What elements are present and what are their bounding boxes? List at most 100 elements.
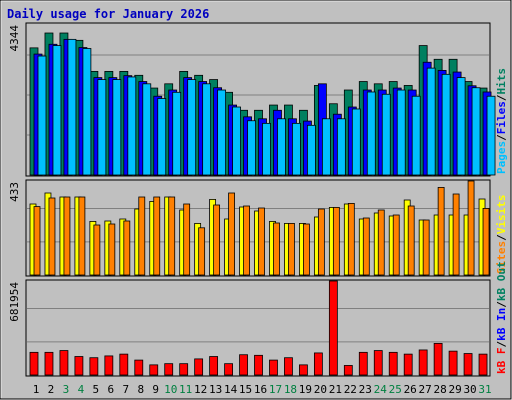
bar [381, 93, 391, 176]
bar [478, 353, 488, 376]
bar [358, 351, 368, 376]
bar [89, 357, 99, 376]
bar [321, 118, 331, 176]
bar [437, 186, 445, 276]
x-tick-label: 28 [434, 383, 447, 396]
bar [362, 217, 370, 276]
bar [392, 214, 400, 276]
bar [467, 180, 475, 276]
x-tick-label: 19 [299, 383, 312, 396]
bar [303, 223, 310, 276]
chart-title: Daily usage for January 2026 [7, 7, 209, 21]
legend-separator: / [495, 301, 508, 308]
bar [202, 83, 212, 176]
legend-item: Files [495, 101, 508, 134]
bar [277, 118, 286, 176]
bar [273, 222, 280, 276]
bar [108, 223, 116, 276]
x-tick-label: 21 [329, 383, 342, 396]
bar [411, 95, 421, 176]
legend-separator: / [495, 234, 508, 241]
bar [63, 196, 71, 276]
bar [433, 342, 443, 376]
bar [269, 359, 278, 376]
panel-middle: 433 Sites/Visits [8, 179, 508, 277]
x-tick-label: 3 [63, 383, 70, 396]
bar [127, 76, 137, 176]
bar [452, 193, 460, 276]
bar [138, 196, 146, 276]
bar [232, 106, 241, 176]
bar [366, 91, 376, 176]
bar [213, 204, 221, 276]
bar [328, 280, 338, 376]
bar [347, 202, 355, 276]
bar [471, 87, 481, 176]
bar [164, 363, 174, 376]
bar [33, 206, 41, 276]
x-tick-label: 18 [284, 383, 297, 396]
bar [74, 356, 84, 376]
x-tick-label: 7 [122, 383, 129, 396]
bar [388, 351, 398, 376]
bar [67, 38, 77, 176]
bar [422, 219, 430, 276]
bar [258, 207, 265, 276]
bar [228, 192, 235, 276]
bar [153, 196, 161, 276]
bar [463, 353, 473, 376]
bar [119, 353, 129, 376]
bar [262, 122, 271, 176]
bar [44, 351, 54, 376]
bar [403, 353, 413, 376]
x-tick-label: 30 [463, 383, 476, 396]
bar [239, 354, 248, 376]
bar [224, 363, 233, 376]
bar [396, 89, 406, 176]
bar [407, 205, 415, 276]
bar [351, 108, 361, 176]
x-tick-label: 10 [164, 383, 177, 396]
bar [104, 355, 114, 376]
bar [307, 124, 316, 176]
bar [37, 55, 47, 176]
bar [313, 352, 323, 376]
x-tick-label: 8 [137, 383, 144, 396]
bar [336, 118, 346, 176]
x-tick-label: 25 [389, 383, 402, 396]
bar [82, 48, 92, 176]
bar [292, 122, 301, 176]
bar [29, 351, 39, 376]
bar [317, 208, 325, 276]
bar [426, 67, 436, 176]
bar [183, 203, 191, 276]
x-tick-label: 15 [239, 383, 252, 396]
x-tick-label: 24 [374, 383, 388, 396]
bar [247, 120, 256, 176]
legend-bottom: kB F/kB In/kB Out [495, 261, 508, 374]
x-tick-label: 9 [152, 383, 159, 396]
x-tick-label: 4 [78, 383, 85, 396]
bar [198, 227, 206, 276]
bar [93, 224, 101, 276]
legend-item: Hits [495, 68, 508, 95]
bar [168, 196, 176, 276]
x-tick-label: 2 [48, 383, 55, 396]
legend-item: kB Out [495, 261, 508, 301]
x-tick-label: 17 [269, 383, 282, 396]
bar [187, 79, 197, 176]
y-max-label: 681954 [8, 282, 21, 322]
bar [441, 73, 451, 176]
legend-item: kB In [495, 308, 508, 341]
legend-separator: / [495, 94, 508, 101]
bar [332, 206, 340, 276]
bar [142, 83, 152, 176]
bar [123, 220, 131, 276]
legend-item: Sites [495, 241, 508, 274]
x-tick-label: 20 [314, 383, 327, 396]
legend-separator: / [495, 341, 508, 348]
bar [482, 207, 490, 276]
